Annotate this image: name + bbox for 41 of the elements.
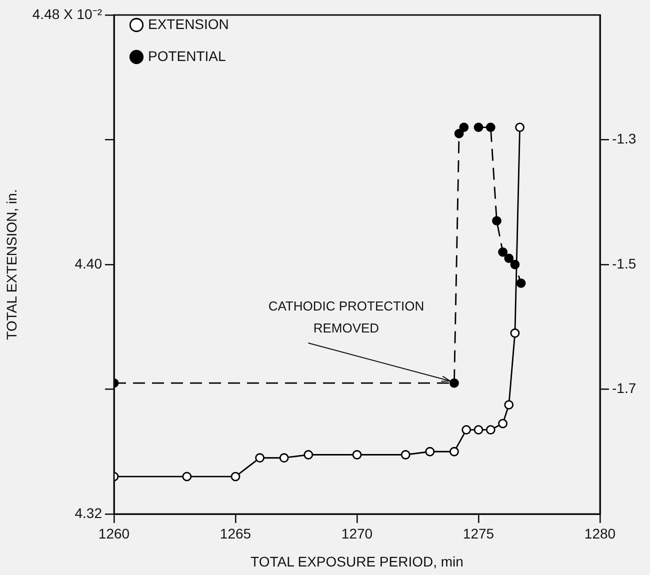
y-tick-label: 4.32: [74, 504, 102, 521]
point: [492, 216, 502, 226]
point: [450, 378, 459, 388]
point: [498, 247, 508, 257]
y2-tick-label: -1.5: [612, 255, 636, 272]
legend-label: EXTENSION: [148, 16, 229, 32]
y-axis-title: TOTAL EXTENSION, in.: [3, 189, 20, 340]
point: [474, 122, 484, 132]
point: [504, 254, 514, 263]
point: [462, 425, 472, 434]
x-tick-label: 1275: [462, 525, 494, 542]
annotation: CATHODIC PROTECTION REMOVED: [268, 298, 424, 336]
point: [450, 446, 459, 456]
point: [454, 128, 464, 138]
x-tick-label: 1280: [584, 525, 616, 542]
y2-tick-label: -1.3: [612, 130, 636, 147]
point: [510, 328, 520, 338]
point: [504, 400, 514, 410]
x-axis-title: TOTAL EXPOSURE PERIOD, min: [250, 553, 464, 570]
y-tick-label: 4.40: [74, 255, 102, 272]
point: [474, 425, 484, 434]
point: [352, 450, 362, 460]
legend-label: POTENTIAL: [148, 48, 226, 64]
x-tick-label: 1265: [220, 525, 252, 542]
point: [516, 278, 526, 288]
point: [486, 425, 496, 434]
point: [230, 472, 240, 482]
x-tick-label: 1270: [341, 525, 373, 542]
point: [255, 453, 264, 463]
point: [304, 450, 314, 460]
point: [459, 122, 469, 132]
y2-tick-label: -1.7: [612, 380, 636, 396]
y-tick-label: 4.48 X 10⁻²: [32, 6, 102, 22]
x-tick-label: 1260: [98, 525, 130, 542]
point: [425, 446, 435, 456]
point: [279, 453, 289, 463]
point: [182, 472, 192, 482]
point: [486, 122, 496, 132]
point: [400, 450, 410, 460]
point: [498, 418, 508, 428]
point: [515, 122, 525, 132]
